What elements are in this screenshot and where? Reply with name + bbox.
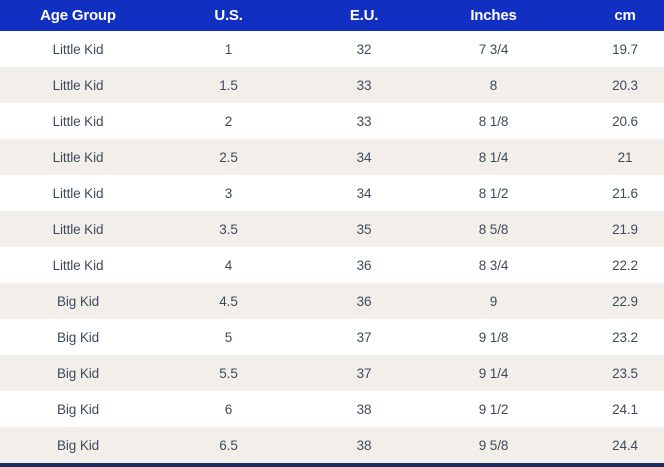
cell-eu-size: 36 <box>301 283 427 319</box>
table-row: Little Kid 2 33 8 1/8 20.6 <box>0 103 664 139</box>
cell-eu-size: 37 <box>301 355 427 391</box>
table-row: Big Kid 5 37 9 1/8 23.2 <box>0 319 664 355</box>
cell-inches: 9 5/8 <box>427 427 560 463</box>
cell-age-group: Little Kid <box>0 67 156 103</box>
cell-cm: 24.4 <box>560 427 664 463</box>
cell-eu-size: 37 <box>301 319 427 355</box>
cell-age-group: Little Kid <box>0 247 156 283</box>
cell-us-size: 6.5 <box>156 427 301 463</box>
cell-cm: 21 <box>560 139 664 175</box>
cell-eu-size: 33 <box>301 67 427 103</box>
cell-age-group: Big Kid <box>0 427 156 463</box>
cell-inches: 9 1/4 <box>427 355 560 391</box>
cell-cm: 21.6 <box>560 175 664 211</box>
cell-cm: 23.5 <box>560 355 664 391</box>
cell-eu-size: 34 <box>301 139 427 175</box>
cell-us-size: 5.5 <box>156 355 301 391</box>
cell-age-group: Little Kid <box>0 31 156 67</box>
cell-cm: 19.7 <box>560 31 664 67</box>
cell-inches: 9 1/2 <box>427 391 560 427</box>
cell-cm: 20.3 <box>560 67 664 103</box>
cell-age-group: Little Kid <box>0 211 156 247</box>
cell-age-group: Little Kid <box>0 175 156 211</box>
table-row: Big Kid 6 38 9 1/2 24.1 <box>0 391 664 427</box>
cell-cm: 22.2 <box>560 247 664 283</box>
cell-us-size: 6 <box>156 391 301 427</box>
table-row: Little Kid 3.5 35 8 5/8 21.9 <box>0 211 664 247</box>
cell-age-group: Big Kid <box>0 355 156 391</box>
cell-age-group: Big Kid <box>0 391 156 427</box>
table-row: Little Kid 4 36 8 3/4 22.2 <box>0 247 664 283</box>
cell-age-group: Little Kid <box>0 139 156 175</box>
cell-inches: 8 1/4 <box>427 139 560 175</box>
table-row: Big Kid 4.5 36 9 22.9 <box>0 283 664 319</box>
table-row: Big Kid 6.5 38 9 5/8 24.4 <box>0 427 664 463</box>
cell-us-size: 3 <box>156 175 301 211</box>
cell-us-size: 3.5 <box>156 211 301 247</box>
table-row: Little Kid 1 32 7 3/4 19.7 <box>0 31 664 67</box>
cell-cm: 24.1 <box>560 391 664 427</box>
cell-cm: 23.2 <box>560 319 664 355</box>
col-header-us: U.S. <box>156 0 301 31</box>
cell-us-size: 1 <box>156 31 301 67</box>
table-header-row: Age Group U.S. E.U. Inches cm <box>0 0 664 31</box>
cell-cm: 21.9 <box>560 211 664 247</box>
cell-eu-size: 33 <box>301 103 427 139</box>
cell-age-group: Big Kid <box>0 319 156 355</box>
cell-inches: 8 1/8 <box>427 103 560 139</box>
table-row: Little Kid 2.5 34 8 1/4 21 <box>0 139 664 175</box>
cell-eu-size: 32 <box>301 31 427 67</box>
col-header-inches: Inches <box>427 0 560 31</box>
cell-inches: 8 5/8 <box>427 211 560 247</box>
cell-us-size: 2 <box>156 103 301 139</box>
table-row: Big Kid 5.5 37 9 1/4 23.5 <box>0 355 664 391</box>
cell-us-size: 4.5 <box>156 283 301 319</box>
cell-inches: 7 3/4 <box>427 31 560 67</box>
next-section-header-edge <box>0 463 664 467</box>
cell-cm: 22.9 <box>560 283 664 319</box>
cell-us-size: 5 <box>156 319 301 355</box>
cell-age-group: Little Kid <box>0 103 156 139</box>
col-header-age-group: Age Group <box>0 0 156 31</box>
table-row: Little Kid 1.5 33 8 20.3 <box>0 67 664 103</box>
cell-inches: 9 <box>427 283 560 319</box>
col-header-eu: E.U. <box>301 0 427 31</box>
cell-eu-size: 38 <box>301 427 427 463</box>
cell-us-size: 4 <box>156 247 301 283</box>
cell-inches: 8 3/4 <box>427 247 560 283</box>
table-body: Little Kid 1 32 7 3/4 19.7 Little Kid 1.5 33 8 20… <box>0 31 664 463</box>
cell-eu-size: 36 <box>301 247 427 283</box>
cell-inches: 9 1/8 <box>427 319 560 355</box>
cell-inches: 8 <box>427 67 560 103</box>
cell-eu-size: 38 <box>301 391 427 427</box>
cell-cm: 20.6 <box>560 103 664 139</box>
cell-eu-size: 34 <box>301 175 427 211</box>
cell-us-size: 1.5 <box>156 67 301 103</box>
cell-us-size: 2.5 <box>156 139 301 175</box>
table-row: Little Kid 3 34 8 1/2 21.6 <box>0 175 664 211</box>
cell-inches: 8 1/2 <box>427 175 560 211</box>
col-header-cm: cm <box>560 0 664 31</box>
cell-age-group: Big Kid <box>0 283 156 319</box>
cell-eu-size: 35 <box>301 211 427 247</box>
